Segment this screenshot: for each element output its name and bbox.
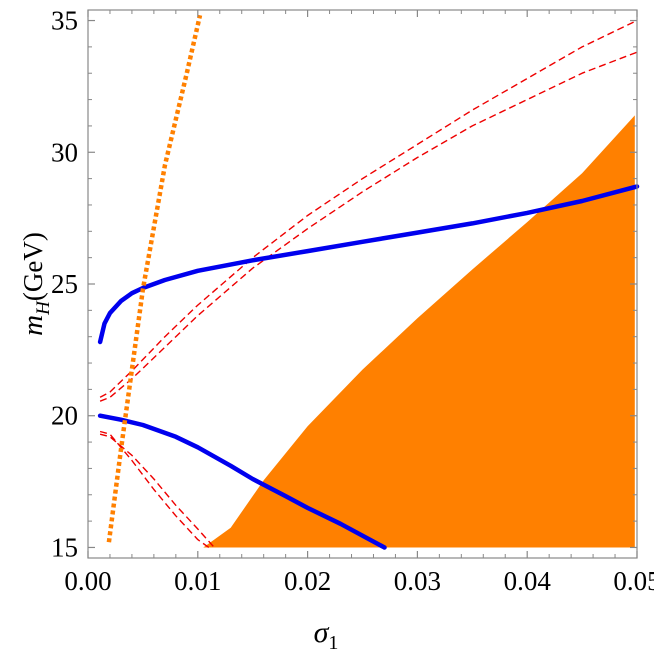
y-tick-label: 30 (51, 137, 78, 167)
series-curve-3-dotted (106, 14, 203, 543)
series-curve-4-dashed (99, 19, 638, 398)
y-axis-title: mH(GeV) (17, 232, 54, 336)
shaded-region-layer (203, 115, 635, 548)
tick-layer: 0.00 0.01 0.02 0.03 0.04 0.05 15 20 25 30 35 (51, 6, 654, 596)
series-layer (97, 14, 640, 550)
series-curve-2-solid (97, 413, 387, 550)
excluded-region (203, 115, 635, 548)
y-tick-label: 20 (51, 401, 78, 431)
series-curve-5-dashed (99, 51, 638, 402)
series-curve-7-dashed (99, 433, 215, 548)
x-tick-label: 0.01 (174, 566, 221, 596)
x-tick-label: 0.05 (613, 566, 654, 596)
y-tick-label: 35 (51, 6, 78, 36)
x-tick-label: 0.02 (284, 566, 331, 596)
x-axis-title: σ1 (314, 616, 339, 654)
x-tick-label: 0.00 (64, 566, 111, 596)
series-curve-1-solid (97, 184, 640, 345)
series-curve-6-dashed (99, 430, 210, 549)
y-tick-label: 25 (51, 269, 78, 299)
x-tick-label: 0.03 (394, 566, 441, 596)
x-tick-label: 0.04 (504, 566, 552, 596)
y-tick-label: 15 (51, 532, 78, 562)
